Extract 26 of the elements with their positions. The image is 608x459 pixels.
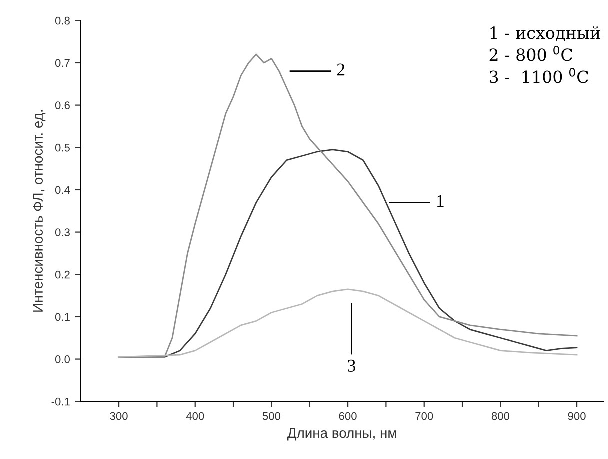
annotation: 1 <box>437 195 444 208</box>
annotation: 2 <box>337 64 345 76</box>
y-tick-label: -0.1 <box>52 398 70 406</box>
x-tick-label: 700 <box>416 412 434 420</box>
y-tick-label: 0.3 <box>55 228 70 236</box>
y-tick-label: 0.0 <box>55 356 70 364</box>
y-axis-title: Интенсивность ФЛ, относит. ед. <box>33 110 46 312</box>
x-axis-title: Длина волны, нм <box>287 428 396 441</box>
y-tick-label: 0.4 <box>55 186 70 194</box>
x-tick-label: 600 <box>339 412 357 420</box>
annotation: 3 <box>348 360 356 372</box>
x-tick-label: 300 <box>110 412 128 420</box>
y-tick-label: 0.2 <box>55 270 70 279</box>
x-tick-label: 800 <box>492 412 510 420</box>
annotation: 1 - исходный <box>490 26 600 42</box>
line-series <box>118 288 578 358</box>
y-tick-label: 0.7 <box>55 59 70 68</box>
y-tick-label: 0.8 <box>55 16 70 25</box>
annotation: 2 - 800 $^{0}$C <box>490 46 572 62</box>
y-tick-label: 0.6 <box>55 102 70 110</box>
x-tick-label: 400 <box>186 412 204 420</box>
x-tick-label: 500 <box>262 412 281 420</box>
y-tick-label: 0.5 <box>55 144 70 152</box>
y-tick-label: 0.1 <box>55 313 70 322</box>
x-tick-label: 900 <box>568 412 586 420</box>
annotation: 3 - 1100 $^{0}$C <box>490 68 588 84</box>
